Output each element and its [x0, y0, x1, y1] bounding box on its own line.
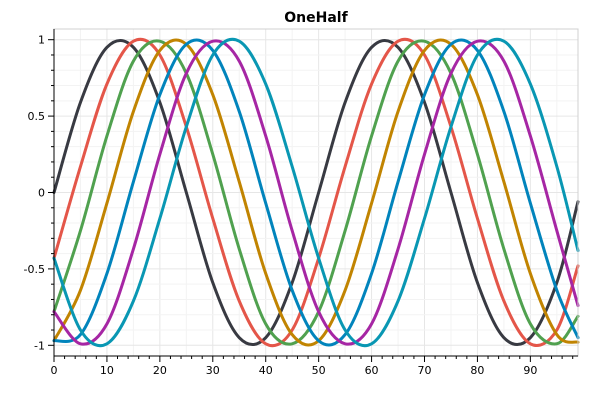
x-tick-label: 60 [365, 364, 379, 377]
x-tick-label: 30 [206, 364, 220, 377]
y-tick-label: 1 [38, 34, 45, 47]
x-tick-label: 90 [523, 364, 537, 377]
axes: 0 10 20 30 40 50 60 70 80 90 -1 -0.5 0 0.5 1 [24, 29, 578, 377]
x-tick-label: 10 [100, 364, 114, 377]
y-tick-label: -1 [34, 339, 45, 352]
series-line-7 [52, 37, 580, 348]
x-tick-label: 20 [153, 364, 167, 377]
x-tick-label: 80 [470, 364, 484, 377]
x-tick-label: 70 [418, 364, 432, 377]
series-line-1 [52, 38, 580, 347]
series-line-5 [52, 38, 580, 347]
y-tick-label: -0.5 [24, 263, 45, 276]
x-tick-label: 50 [312, 364, 326, 377]
chart-title: OneHalf [284, 10, 348, 26]
x-tick-label: 0 [51, 364, 58, 377]
series-lines [52, 37, 580, 348]
x-tick-label: 40 [259, 364, 273, 377]
series-line-6 [52, 39, 580, 346]
y-tick-label: 0.5 [28, 110, 46, 123]
y-tick-label: 0 [38, 187, 45, 200]
